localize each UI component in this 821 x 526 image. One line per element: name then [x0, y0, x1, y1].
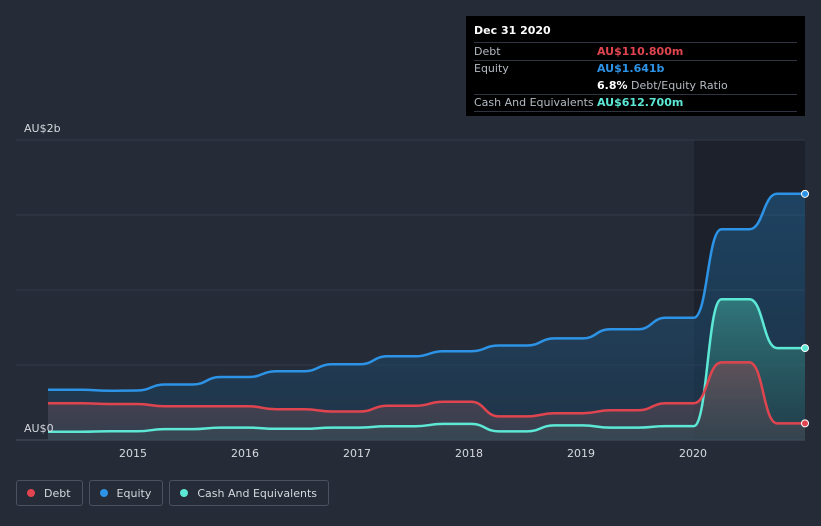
- legend-equity-label: Equity: [116, 486, 152, 500]
- tooltip-cash-row: Cash And Equivalents AU$612.700m: [474, 93, 797, 112]
- legend-equity-dot: [99, 489, 108, 497]
- tooltip-cash-label: Cash And Equivalents: [474, 96, 594, 110]
- legend-item-equity[interactable]: Equity: [88, 480, 164, 506]
- tooltip-equity-label: Equity: [474, 62, 509, 76]
- y-axis-bottom-label: AU$0: [24, 422, 54, 435]
- legend-debt-dot: [27, 489, 35, 497]
- debt-line: [47, 361, 805, 425]
- tooltip-debt-value: AU$110.800m: [597, 44, 684, 58]
- y-axis-top-label: AU$2b: [24, 122, 61, 135]
- legend-cash-label: Cash And Equivalents: [197, 486, 317, 500]
- equity-line: [48, 192, 805, 393]
- legend-item-cash[interactable]: Cash And Equivalents: [169, 480, 329, 506]
- legend-cash-dot: [180, 489, 189, 497]
- tooltip-ratio-value: 6.8%: [597, 78, 628, 92]
- x-tick-label: 2018: [455, 447, 483, 460]
- legend-debt-label: Debt: [44, 486, 71, 500]
- legend-item-debt[interactable]: Debt: [16, 480, 83, 506]
- x-tick-label: 2019: [567, 447, 595, 460]
- cash-endpoint: [801, 344, 809, 353]
- series-lines: [47, 192, 805, 434]
- x-tick-label: 2017: [343, 447, 371, 460]
- tooltip-equity-value: AU$1.641b: [597, 62, 665, 76]
- series-areas: [48, 193, 805, 440]
- x-tick-label: 2020: [679, 447, 707, 460]
- debt-endpoint: [801, 419, 809, 428]
- tooltip-debt-row: Debt AU$110.800m: [474, 42, 797, 60]
- cash-line: [48, 298, 805, 434]
- tooltip-ratio-label: Debt/Equity Ratio: [631, 78, 728, 92]
- legend: Debt Equity Cash And Equivalents: [16, 480, 329, 506]
- x-tick-label: 2015: [119, 447, 147, 460]
- x-tick-label: 2016: [231, 447, 259, 460]
- equity-endpoint: [801, 189, 809, 198]
- tooltip-date: Dec 31 2020: [474, 24, 551, 37]
- tooltip-ratio-row: 6.8% Debt/Equity Ratio: [474, 77, 797, 94]
- data-tooltip: Dec 31 2020 Debt AU$110.800m Equity AU$1…: [466, 16, 805, 116]
- series-endpoints: [801, 189, 809, 428]
- equity-area: [48, 193, 805, 440]
- tooltip-equity-row: Equity AU$1.641b: [474, 59, 797, 78]
- debt-area: [48, 362, 805, 440]
- tooltip-debt-label: Debt: [474, 44, 501, 58]
- tooltip-cash-value: AU$612.700m: [597, 96, 684, 110]
